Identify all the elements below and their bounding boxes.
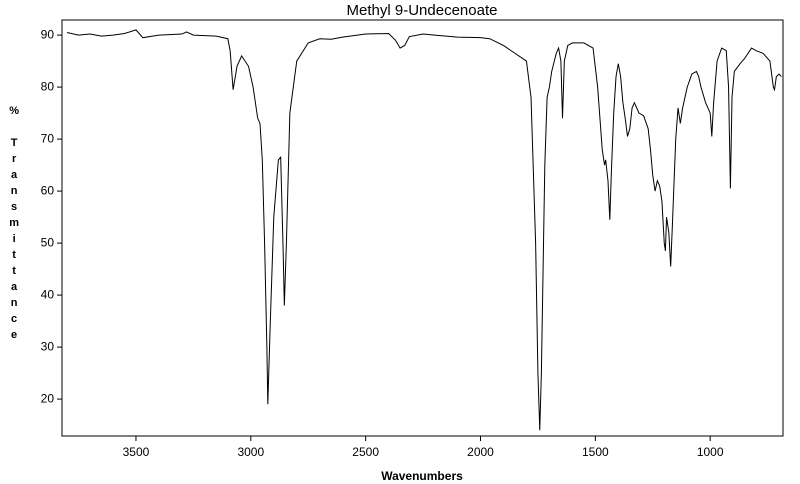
chart-title: Methyl 9-Undecenoate: [347, 2, 498, 19]
y-tick-label: 90: [41, 27, 55, 41]
y-tick-label: 20: [41, 391, 55, 405]
x-axis-label: Wavenumbers: [381, 469, 463, 483]
x-tick-label: 3500: [123, 445, 150, 459]
x-tick-label: 2500: [352, 445, 379, 459]
y-tick-label: 40: [41, 287, 55, 301]
x-tick-label: 3000: [237, 445, 264, 459]
y-tick-label: 70: [41, 131, 55, 145]
y-axis-label: % Transmittance: [8, 105, 20, 345]
plot-frame: [61, 19, 784, 437]
y-tick-label: 60: [41, 183, 55, 197]
x-tick-label: 2000: [467, 445, 494, 459]
y-tick-label: 50: [41, 235, 55, 249]
x-tick-label: 1000: [697, 445, 724, 459]
spectrum-line: [66, 29, 782, 431]
y-tick-label: 30: [41, 339, 55, 353]
y-tick-label: 80: [41, 79, 55, 93]
x-tick-label: 1500: [582, 445, 609, 459]
